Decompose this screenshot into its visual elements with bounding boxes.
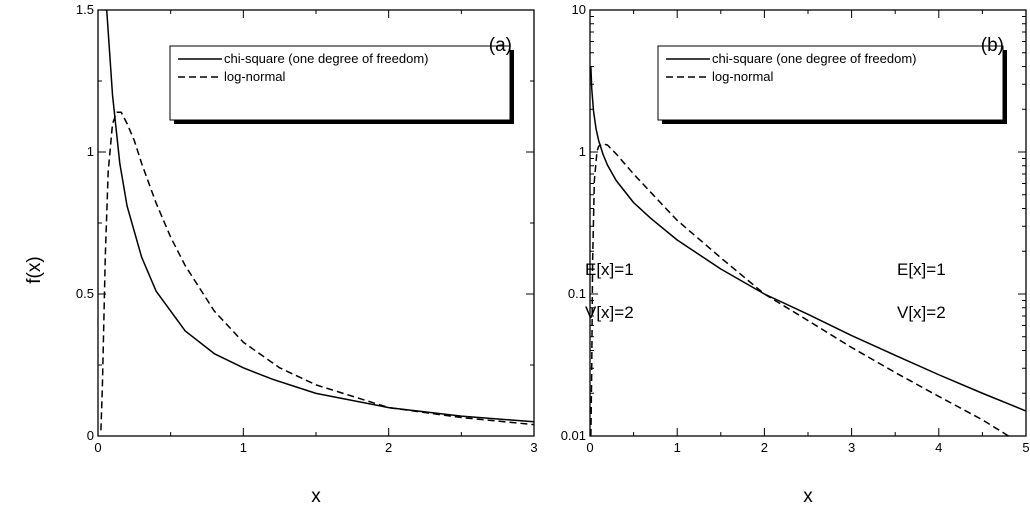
panel-b-xtick-label: 1 [674, 440, 681, 455]
panel-b-annotation: E[x]=1 [897, 260, 946, 279]
panel-b-series-log-normal-line [590, 143, 1009, 436]
panel-b-ytick-label: 10 [572, 2, 586, 17]
panel-a-annotation: V[x]=2 [585, 303, 634, 322]
panel-a-xtick-label: 3 [530, 440, 537, 455]
panel-a-xtick-label: 0 [94, 440, 101, 455]
panel-b-legend-box [657, 45, 1004, 121]
panel-a-ytick-label: 0 [87, 428, 94, 443]
panel-b-ytick-label: 0.1 [568, 286, 586, 301]
panel-b-series-chi-square-line [590, 66, 1026, 412]
panel-a-legend: chi-square (one degree of freedom) log-no… [169, 45, 514, 124]
panel-a-legend-box [169, 45, 511, 121]
panel-b-annotation: V[x]=2 [897, 303, 946, 322]
panel-a-series-chi-square-line [104, 10, 534, 423]
panel-b-panel-label: (b) [981, 35, 1004, 56]
shared-ylabel: f(x) [24, 256, 45, 283]
panel-b-xlabel: x [803, 486, 813, 507]
panel-b-xtick-label: 4 [935, 440, 942, 455]
panel-b-legend-label: log-normal [712, 69, 774, 84]
panel-a-legend-label: chi-square (one degree of freedom) [224, 51, 429, 66]
panel-a-legend-label: log-normal [224, 69, 286, 84]
panel-a: 0 1 2 3 0 0.5 1 1.5 x chi-square (one degree of f… [76, 2, 634, 507]
panel-b-ytick-label: 0.01 [561, 428, 586, 443]
panel-b: 0 1 2 3 4 5 0.01 0.1 1 10 x chi-square (one degree … [561, 2, 1030, 507]
panel-b-xtick-label: 5 [1022, 440, 1029, 455]
panel-b-xtick-label: 3 [848, 440, 855, 455]
panel-b-legend: chi-square (one degree of freedom) log-no… [657, 45, 1007, 124]
panel-a-annotation: E[x]=1 [585, 260, 634, 279]
panel-b-ytick-label: 1 [579, 144, 586, 159]
panel-a-panel-label: (a) [489, 35, 512, 56]
panel-a-xlabel: x [311, 486, 321, 507]
panel-a-series-log-normal-line [100, 111, 534, 431]
panel-b-xtick-label: 2 [761, 440, 768, 455]
panel-a-xtick-label: 2 [385, 440, 392, 455]
panel-a-ytick-label: 1.5 [76, 2, 94, 17]
panel-a-xtick-label: 1 [240, 440, 247, 455]
panel-b-xtick-label: 0 [586, 440, 593, 455]
panel-a-ytick-label: 0.5 [76, 286, 94, 301]
panel-b-legend-label: chi-square (one degree of freedom) [712, 51, 917, 66]
panel-a-ytick-label: 1 [87, 144, 94, 159]
